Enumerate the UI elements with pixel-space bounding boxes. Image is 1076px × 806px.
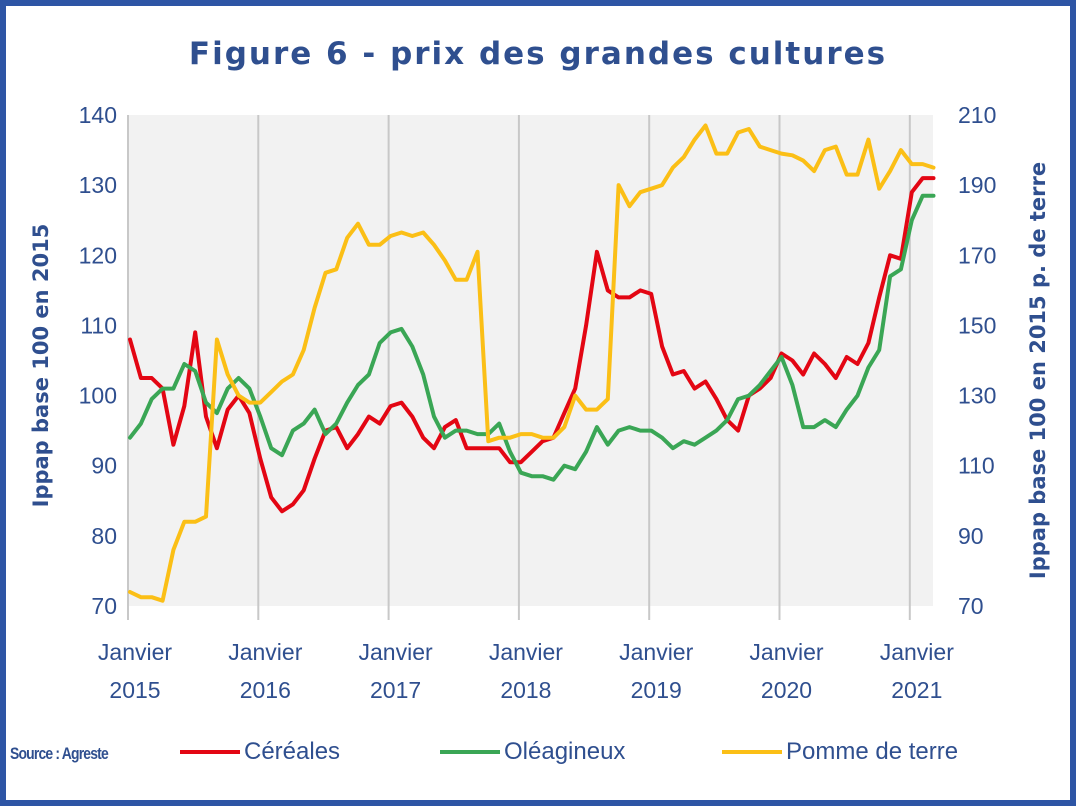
x-tick-label-month: Janvier [489,639,563,665]
x-tick-label-month: Janvier [749,639,823,665]
legend-swatch-cereales [180,750,240,754]
x-tick-label-year: 2019 [631,677,682,703]
x-tick-label-year: 2015 [109,677,160,703]
right-tick-label: 190 [958,172,996,198]
right-tick-label: 210 [958,102,996,128]
chart-title: Figure 6 - prix des grandes cultures [188,36,888,72]
x-tick-label-year: 2018 [500,677,551,703]
x-axis-ticks: Janvier 2015 Janvier 2016 Janvier 2017 Janvier… [98,639,954,703]
right-tick-label: 110 [958,453,995,479]
series-line [128,123,936,603]
series-line [128,193,936,482]
x-tick-label-year: 2016 [240,677,291,703]
left-tick-label: 70 [91,593,117,619]
x-tick-label-month: Janvier [98,639,172,665]
series-line [128,176,936,514]
legend-item-cereales: Céréales [180,738,340,766]
right-tick-label: 90 [958,523,984,549]
x-tick-label-year: 2020 [761,677,812,703]
left-tick-label: 130 [79,172,117,198]
left-tick-label: 80 [91,523,117,549]
x-tick-label-month: Janvier [228,639,302,665]
legend-label: Pomme de terre [786,738,959,765]
right-tick-label: 170 [958,242,996,268]
right-axis-ticks: 70 90 110 130 150 170 190 210 [958,102,996,619]
legend-label: Oléagineux [504,738,626,765]
x-tick-label-year: 2021 [891,677,942,703]
data-series [128,123,936,603]
x-tick-label-month: Janvier [880,639,954,665]
legend-item-pomme-de-terre: Pomme de terre [722,738,958,766]
right-tick-label: 70 [958,593,984,619]
legend-swatch-oleagineux [440,750,500,754]
plot-area [128,115,933,606]
legend: Source : Agreste Céréales Oléagineux Pom… [10,738,1060,774]
x-tick-label-year: 2017 [370,677,421,703]
right-tick-label: 130 [958,383,996,409]
left-tick-label: 100 [79,383,117,409]
source-note: Source : Agreste [10,744,109,763]
left-axis-title: Ippap base 100 en 2015 [29,224,53,508]
x-tick-label-month: Janvier [619,639,693,665]
legend-label: Céréales [244,738,341,765]
left-tick-label: 140 [79,102,117,128]
left-tick-label: 110 [80,312,117,338]
right-axis-title: Ippap base 100 en 2015 p. de terre [1026,162,1050,579]
x-tick-label-month: Janvier [359,639,433,665]
left-axis-ticks: 70 80 90 100 110 120 130 140 [79,102,117,619]
legend-item-oleagineux: Oléagineux [440,738,625,766]
right-tick-label: 150 [958,312,996,338]
legend-swatch-pomme-de-terre [722,750,782,754]
left-tick-label: 120 [79,242,117,268]
left-tick-label: 90 [91,453,117,479]
